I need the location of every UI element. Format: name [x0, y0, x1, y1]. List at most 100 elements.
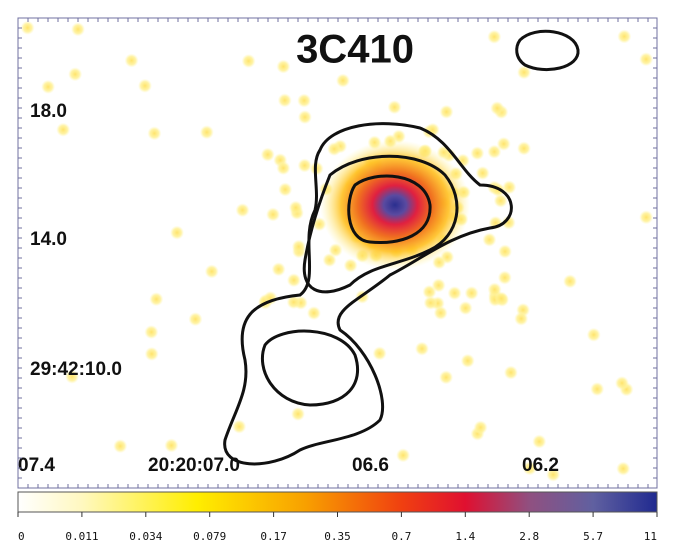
- photon-dot: [277, 93, 292, 108]
- photon-dot: [276, 59, 291, 74]
- source-emission: [320, 140, 470, 270]
- contour: [515, 29, 580, 72]
- photon-dot: [517, 65, 532, 80]
- photon-dot: [260, 147, 275, 162]
- photon-dot: [144, 325, 159, 340]
- photon-dot: [433, 305, 448, 320]
- photon-dot: [188, 312, 203, 327]
- photon-dot: [204, 264, 219, 279]
- photon-dot: [149, 292, 164, 307]
- photon-dot: [306, 306, 321, 321]
- photon-dot: [487, 29, 502, 44]
- colorbar-tick-label: 5.7: [583, 530, 603, 543]
- colorbar-tick-label: 0.35: [324, 530, 351, 543]
- colorbar-tick-label: 11: [644, 530, 657, 543]
- photon-dot: [460, 353, 475, 368]
- photon-dot: [144, 346, 159, 361]
- photon-dot: [414, 341, 429, 356]
- photon-dot: [297, 93, 312, 108]
- photon-dot: [327, 142, 342, 157]
- photon-dot: [496, 136, 511, 151]
- photon-dot: [490, 101, 505, 116]
- photon-dot: [297, 110, 312, 125]
- y-tick-label: 29:42:10.0: [30, 359, 122, 380]
- photon-dot: [288, 200, 303, 215]
- photon-dot: [266, 207, 281, 222]
- photon-dot: [271, 262, 286, 277]
- photon-dot: [68, 67, 83, 82]
- photon-dot: [502, 180, 517, 195]
- colorbar-tick-label: 0.034: [129, 530, 162, 543]
- contour: [223, 122, 513, 466]
- colorbar-tick-label: 0.079: [193, 530, 226, 543]
- photon-dot: [501, 215, 516, 230]
- photon-dot: [235, 203, 250, 218]
- photon-dot: [286, 295, 301, 310]
- photon-dot: [493, 193, 508, 208]
- photon-dot: [41, 79, 56, 94]
- contour: [302, 154, 459, 294]
- x-tick-label: 20:20:07.0: [148, 455, 240, 476]
- photon-dot: [147, 126, 162, 141]
- photon-dot: [617, 29, 632, 44]
- photon-dot: [494, 291, 509, 306]
- colorbar-tick-label: 1.4: [455, 530, 475, 543]
- photon-dot: [286, 273, 301, 288]
- contour: [347, 174, 432, 245]
- photon-dot: [639, 52, 654, 67]
- colorbar-tick-label: 0.011: [65, 530, 98, 543]
- photon-dot: [138, 78, 153, 93]
- photon-dot: [590, 382, 605, 397]
- contour: [260, 329, 360, 407]
- photon-dot: [517, 141, 532, 156]
- x-tick-label: 06.2: [522, 455, 559, 476]
- photon-dot: [241, 54, 256, 69]
- photon-dot: [482, 232, 497, 247]
- y-tick-label: 14.0: [30, 229, 67, 250]
- photon-dot: [614, 376, 629, 391]
- photon-dot: [487, 144, 502, 159]
- colorbar: [17, 491, 658, 513]
- photon-dot: [464, 286, 479, 301]
- photon-dot: [447, 286, 462, 301]
- photon-dot: [396, 448, 411, 463]
- photon-dot: [586, 327, 601, 342]
- photon-dot: [65, 369, 80, 384]
- photon-dot: [470, 146, 485, 161]
- photon-dot: [232, 419, 247, 434]
- photon-dot: [423, 295, 438, 310]
- photon-dot: [563, 274, 578, 289]
- photon-dot: [343, 258, 358, 273]
- photon-dot: [503, 365, 518, 380]
- colorbar-tick-label: 0: [18, 530, 25, 543]
- colorbar-ticks: 0 0.011 0.034 0.079 0.17 0.35 0.7 1.4 2.8 5.7 11: [17, 512, 658, 543]
- photon-dot: [522, 461, 537, 476]
- photon-dot: [532, 434, 547, 449]
- photon-dot: [458, 301, 473, 316]
- photon-dot: [439, 370, 454, 385]
- photon-dot: [297, 158, 312, 173]
- photon-dot: [335, 73, 350, 88]
- title: 3C410: [296, 28, 414, 72]
- photon-dot: [514, 311, 529, 326]
- photon-dot: [431, 278, 446, 293]
- photon-dot: [278, 182, 293, 197]
- x-tick-label: 06.6: [352, 455, 389, 476]
- photon-dot: [387, 100, 402, 115]
- photon-dot: [170, 225, 185, 240]
- photon-dot: [473, 420, 488, 435]
- photon-dot: [291, 239, 306, 254]
- photon-dot: [199, 125, 214, 140]
- colorbar-tick-label: 0.17: [260, 530, 287, 543]
- photon-dot: [372, 346, 387, 361]
- photon-dot: [71, 22, 86, 37]
- x-tick-label: 07.4: [18, 455, 55, 476]
- photon-dot: [475, 166, 490, 181]
- colorbar-tick-label: 2.8: [519, 530, 539, 543]
- photon-dot: [497, 270, 512, 285]
- photon-dot: [616, 461, 631, 476]
- photon-dot: [639, 210, 654, 225]
- y-tick-label: 18.0: [30, 101, 67, 122]
